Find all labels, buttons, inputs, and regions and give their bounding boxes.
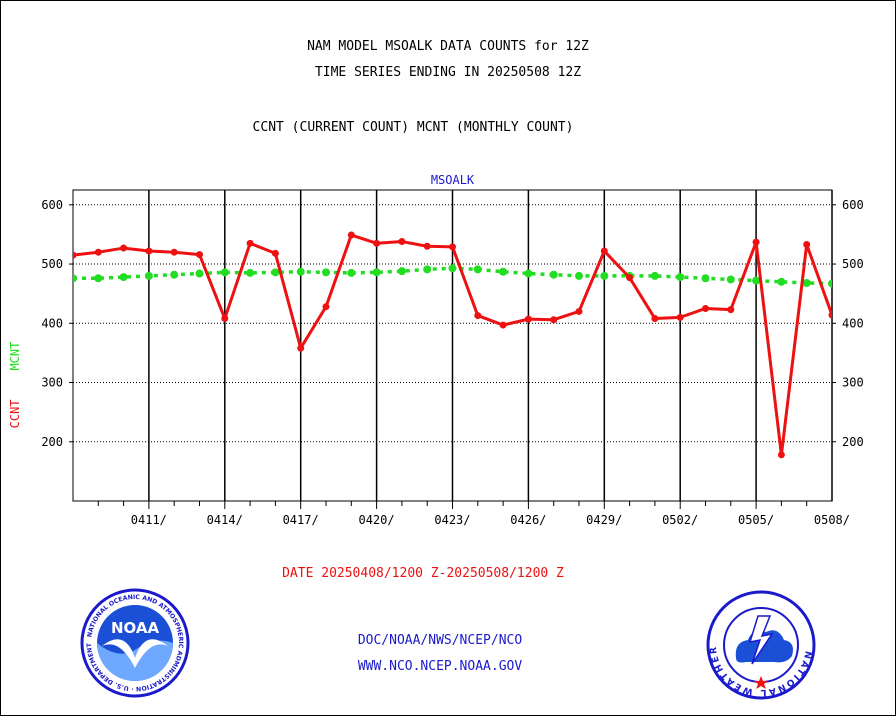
data-point-ccnt — [803, 240, 811, 248]
data-point-ccnt — [575, 307, 583, 315]
data-point-ccnt — [322, 303, 330, 311]
data-point-mcnt — [499, 267, 508, 276]
data-point-ccnt — [499, 321, 507, 329]
y-tick-label-left: 600 — [41, 198, 63, 212]
y-tick-label-right: 200 — [842, 435, 864, 449]
header-title-line2: TIME SERIES ENDING IN 20250508 12Z — [314, 65, 582, 80]
data-point-ccnt — [651, 315, 659, 323]
data-point-mcnt — [347, 268, 356, 277]
data-point-mcnt — [322, 268, 330, 277]
data-point-ccnt — [828, 311, 832, 319]
data-point-ccnt — [297, 344, 305, 352]
data-point-mcnt — [397, 267, 406, 276]
x-tick-label: 0423/ — [434, 513, 470, 527]
data-point-mcnt — [220, 268, 229, 277]
data-point-ccnt — [626, 274, 634, 282]
data-point-ccnt — [752, 238, 760, 246]
y-axis-label-ccnt: CCNT — [8, 399, 22, 429]
data-point-mcnt — [296, 267, 305, 276]
chart-title: MSOALK — [431, 173, 475, 187]
data-point-ccnt — [196, 251, 203, 259]
x-tick-label: 0508/ — [814, 513, 850, 527]
data-point-ccnt — [550, 316, 558, 324]
data-point-mcnt — [246, 268, 255, 277]
noaa-logo-text: NOAA — [111, 619, 160, 637]
data-point-ccnt — [702, 304, 709, 312]
data-point-ccnt — [398, 238, 406, 246]
x-tick-label: 0429/ — [586, 513, 622, 527]
data-point-mcnt — [600, 271, 609, 280]
data-point-mcnt — [726, 275, 735, 284]
data-point-mcnt — [94, 274, 103, 283]
data-point-mcnt — [575, 271, 583, 280]
y-axis-label-separator — [8, 378, 22, 392]
x-tick-label: 0411/ — [131, 513, 167, 527]
data-point-ccnt — [777, 451, 785, 459]
y-tick-label-right: 500 — [842, 257, 864, 271]
data-point-ccnt — [246, 239, 254, 247]
data-point-mcnt — [119, 273, 128, 282]
y-tick-label-left: 200 — [41, 435, 63, 449]
data-point-mcnt — [752, 276, 761, 285]
data-point-mcnt — [802, 279, 811, 288]
y-axis-label: CCNT MCNT — [8, 342, 22, 429]
data-point-ccnt — [524, 315, 532, 323]
x-tick-label: 0420/ — [358, 513, 394, 527]
data-point-mcnt — [271, 268, 280, 277]
x-tick-label: 0426/ — [510, 513, 546, 527]
data-point-mcnt — [372, 268, 381, 277]
data-point-mcnt — [676, 273, 685, 282]
nws-logo: NATIONAL WEATHER SERVICE — [706, 590, 816, 700]
x-tick-label: 0414/ — [207, 513, 243, 527]
data-point-ccnt — [423, 242, 431, 250]
y-axis-label-mcnt: MCNT — [8, 341, 22, 371]
data-point-mcnt — [650, 271, 659, 280]
header-title-line3: CCNT (CURRENT COUNT) MCNT (MONTHLY COUNT… — [252, 120, 574, 135]
footer-org: DOC/NOAA/NWS/NCEP/NCO — [357, 633, 523, 648]
data-point-mcnt — [549, 270, 558, 279]
y-tick-label-left: 300 — [41, 376, 63, 390]
y-tick-label-right: 600 — [842, 198, 864, 212]
data-point-ccnt — [170, 248, 178, 256]
date-range-label: DATE 20250408/1200 Z-20250508/1200 Z — [282, 566, 564, 581]
data-point-ccnt — [474, 312, 482, 320]
data-point-mcnt — [144, 271, 153, 280]
data-point-mcnt — [828, 279, 832, 288]
data-point-ccnt — [600, 247, 608, 255]
data-point-mcnt — [423, 265, 432, 274]
data-point-mcnt — [195, 269, 204, 278]
x-tick-label: 0502/ — [662, 513, 698, 527]
data-point-ccnt — [347, 231, 355, 239]
y-tick-label-right: 300 — [842, 376, 864, 390]
y-tick-label-right: 400 — [842, 316, 864, 330]
data-point-mcnt — [777, 277, 786, 286]
data-point-mcnt — [701, 274, 710, 283]
x-tick-label: 0505/ — [738, 513, 774, 527]
data-point-mcnt — [448, 264, 457, 273]
x-tick-label: 0417/ — [283, 513, 319, 527]
data-point-ccnt — [727, 306, 735, 314]
data-point-ccnt — [373, 239, 381, 247]
data-point-ccnt — [676, 313, 684, 321]
data-point-ccnt — [73, 251, 77, 259]
footer-url: WWW.NCO.NCEP.NOAA.GOV — [357, 659, 523, 674]
data-point-ccnt — [271, 249, 279, 257]
y-tick-label-left: 400 — [41, 316, 63, 330]
data-point-ccnt — [449, 243, 456, 251]
data-point-mcnt — [170, 270, 179, 279]
data-point-mcnt — [524, 269, 533, 278]
data-point-mcnt — [473, 265, 482, 274]
header-title-line1: NAM MODEL MSOALK DATA COUNTS for 12Z — [307, 39, 589, 54]
noaa-logo: NOAA NATIONAL OCEANIC AND ATMOSPHERIC AD… — [80, 588, 190, 698]
y-tick-label-left: 500 — [41, 257, 63, 271]
data-point-ccnt — [221, 315, 229, 323]
data-point-ccnt — [120, 244, 128, 252]
data-point-ccnt — [94, 248, 102, 256]
data-point-ccnt — [145, 247, 153, 255]
data-point-mcnt — [73, 274, 77, 283]
